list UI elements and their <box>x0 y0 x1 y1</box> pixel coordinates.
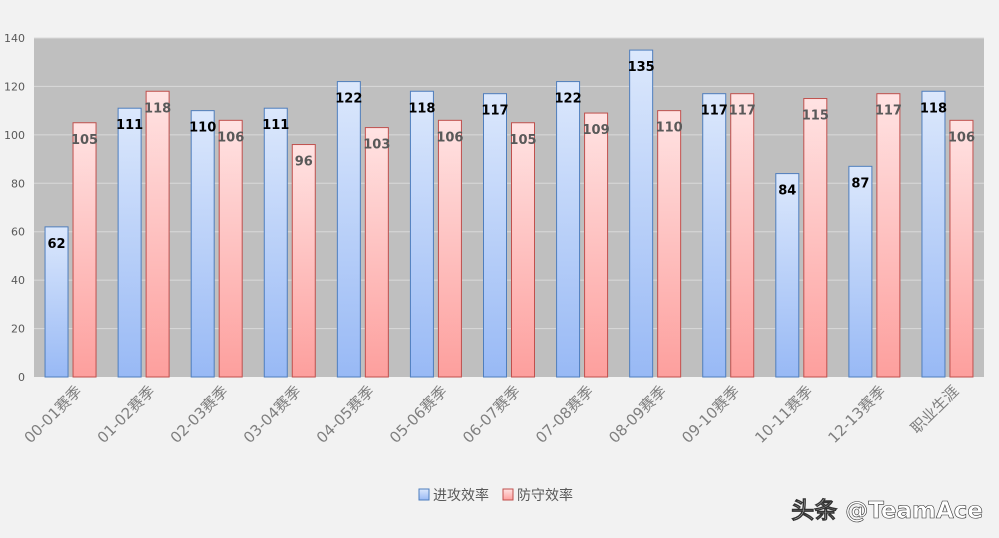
y-tick-label: 20 <box>11 323 25 336</box>
bar-defense <box>291 144 316 378</box>
plot-area <box>34 38 984 377</box>
category-label: 职业生涯 <box>907 382 962 437</box>
y-tick-label: 140 <box>4 32 25 45</box>
category-label: 10-11赛季 <box>751 382 816 447</box>
bar-defense <box>437 119 462 378</box>
bar-defense <box>803 98 828 378</box>
data-label-offense: 117 <box>701 104 728 119</box>
data-label-defense: 106 <box>948 130 975 145</box>
bar-defense <box>730 93 755 378</box>
bar-offense <box>556 81 581 378</box>
bar-defense <box>364 127 389 378</box>
bar-offense <box>921 90 946 378</box>
data-label-defense: 117 <box>875 104 902 119</box>
data-label-offense: 84 <box>778 184 796 199</box>
data-label-offense: 87 <box>851 176 869 191</box>
y-tick-label: 80 <box>11 177 25 190</box>
data-label-offense: 62 <box>47 237 65 252</box>
data-label-offense: 117 <box>481 104 508 119</box>
data-label-offense: 110 <box>189 121 216 136</box>
data-label-offense: 118 <box>408 101 435 116</box>
legend: 进攻效率 防守效率 <box>418 487 573 504</box>
bar-offense <box>44 226 69 378</box>
data-label-offense: 122 <box>335 92 362 107</box>
bar-offense <box>702 93 727 378</box>
bar-offense <box>775 173 800 378</box>
watermark: 头条 @TeamAce <box>791 497 983 524</box>
category-label: 01-02赛季 <box>94 382 159 447</box>
y-axis-ticks: 0 20 40 60 80 100 120 140 <box>4 32 25 384</box>
bar-offense <box>483 93 507 378</box>
category-label: 02-03赛季 <box>167 382 232 447</box>
data-label-defense: 96 <box>295 155 313 170</box>
data-label-defense: 118 <box>144 101 171 116</box>
bar-offense <box>117 107 142 378</box>
bar-offense <box>336 81 361 378</box>
bar-defense <box>584 112 609 378</box>
data-label-defense: 115 <box>802 109 829 124</box>
data-label-defense: 109 <box>583 123 610 138</box>
bar-defense <box>145 90 170 378</box>
category-label: 09-10赛季 <box>678 382 743 447</box>
bar-defense <box>218 119 243 378</box>
data-label-offense: 111 <box>262 118 289 133</box>
data-label-defense: 106 <box>217 130 244 145</box>
y-tick-label: 40 <box>11 274 25 287</box>
data-label-defense: 110 <box>656 121 683 136</box>
data-label-defense: 103 <box>363 138 390 153</box>
category-label: 12-13赛季 <box>824 382 889 447</box>
bar-offense <box>848 165 873 378</box>
category-label: 05-06赛季 <box>386 382 451 447</box>
category-label: 00-01赛季 <box>21 382 86 447</box>
legend-label-offense: 进攻效率 <box>433 487 489 504</box>
category-label: 07-08赛季 <box>532 382 597 447</box>
legend-swatch-defense <box>502 488 514 501</box>
bar-defense <box>511 122 535 378</box>
bar-defense <box>72 122 97 378</box>
bar-offense <box>190 110 215 378</box>
bar-defense <box>657 110 682 378</box>
legend-swatch-offense <box>418 488 430 501</box>
y-tick-label: 60 <box>11 226 25 239</box>
bar-offense <box>409 90 434 378</box>
data-label-offense: 122 <box>555 92 582 107</box>
bar-offense <box>629 49 654 378</box>
data-label-defense: 106 <box>436 130 463 145</box>
data-label-offense: 135 <box>628 60 655 75</box>
x-axis-categories: 00-01赛季 01-02赛季 02-03赛季 03-04赛季 04-05赛季 05-06… <box>21 382 963 447</box>
y-tick-label: 100 <box>4 129 25 142</box>
bar-defense <box>949 119 974 378</box>
bars <box>44 49 974 378</box>
category-label: 06-07赛季 <box>459 382 524 447</box>
bar-offense <box>263 107 288 378</box>
category-label: 03-04赛季 <box>240 382 305 447</box>
category-label: 04-05赛季 <box>313 382 378 447</box>
legend-label-defense: 防守效率 <box>517 487 573 504</box>
y-tick-label: 0 <box>18 371 25 384</box>
data-label-defense: 117 <box>729 104 756 119</box>
data-label-defense: 105 <box>71 133 98 148</box>
data-label-offense: 118 <box>920 101 947 116</box>
y-tick-label: 120 <box>4 80 25 93</box>
bar-defense <box>876 93 901 378</box>
category-label: 08-09赛季 <box>605 382 670 447</box>
data-labels: 6210511111811010611196122103118106117105… <box>47 60 975 252</box>
data-label-defense: 105 <box>509 133 536 148</box>
data-label-offense: 111 <box>116 118 143 133</box>
